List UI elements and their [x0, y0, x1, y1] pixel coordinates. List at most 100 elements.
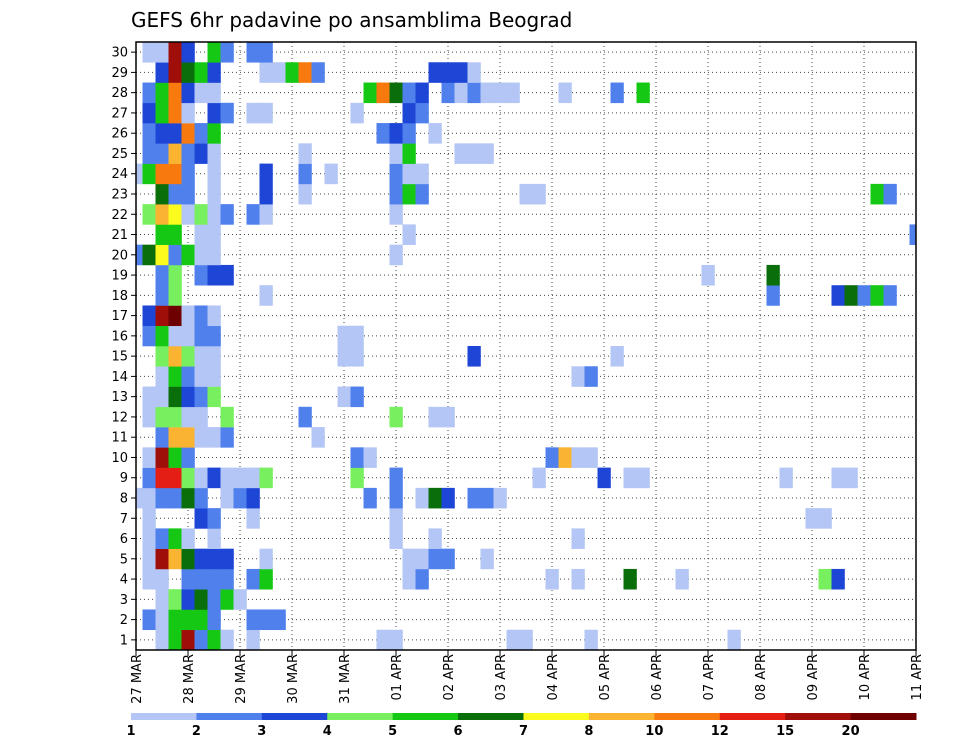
precip-cell [350, 386, 364, 408]
precip-cell [207, 143, 221, 164]
precip-cell [428, 487, 442, 509]
precip-cell [246, 467, 260, 489]
precip-cell [142, 42, 156, 63]
precip-cell [168, 123, 182, 144]
precip-cell [155, 42, 169, 63]
precip-cell [376, 629, 390, 651]
y-tick-label: 28 [111, 86, 128, 101]
y-tick-label: 14 [111, 370, 128, 385]
precip-cell [376, 123, 390, 144]
precip-cell [259, 163, 273, 185]
precip-cell [402, 183, 416, 205]
precip-cell [168, 42, 182, 63]
colorbar-label: 20 [842, 724, 860, 739]
precip-cell [402, 143, 416, 164]
precip-cell [181, 143, 195, 164]
precip-cell [220, 42, 234, 63]
y-tick-label: 23 [111, 188, 128, 203]
precip-cell [220, 629, 234, 651]
precip-cell [389, 406, 403, 428]
precip-cell [155, 224, 169, 245]
precip-cell [168, 406, 182, 428]
x-tick-label: 09 APR [806, 654, 821, 700]
precip-cell [142, 447, 156, 468]
precip-cell [818, 568, 832, 590]
precip-cell [194, 548, 208, 570]
precip-cell [870, 285, 884, 306]
precip-cell [246, 42, 260, 63]
precip-cell [168, 183, 182, 205]
precip-cell [623, 467, 637, 489]
precip-cell [207, 589, 221, 610]
precip-cell [194, 406, 208, 428]
x-tick-label: 11 APR [910, 654, 925, 700]
precip-cell [220, 548, 234, 570]
precip-cell [584, 447, 598, 468]
x-tick-label: 29 MAR [234, 654, 249, 704]
precip-cell [194, 204, 208, 225]
precip-cell [155, 62, 169, 83]
precip-cell [168, 447, 182, 468]
precip-cell [428, 62, 442, 83]
precip-cell [207, 568, 221, 590]
precip-cell [493, 487, 507, 509]
colorbar-label: 1 [126, 724, 135, 739]
precip-cell [220, 102, 234, 124]
precip-cell [259, 62, 273, 83]
precip-cell [311, 62, 325, 83]
precip-cell [142, 406, 156, 428]
precip-cell [727, 629, 741, 651]
colorbar-swatch [850, 713, 917, 720]
precip-cell [220, 467, 234, 489]
colorbar-swatch [261, 713, 328, 720]
precip-cell [259, 467, 273, 489]
precip-cell [298, 163, 312, 185]
precip-cell [233, 467, 247, 489]
precip-cell [311, 427, 325, 448]
plot-frame [135, 41, 917, 651]
precip-cell [194, 123, 208, 144]
precip-cell [350, 346, 364, 367]
x-tick-label: 01 APR [390, 654, 405, 700]
precip-cell [155, 123, 169, 144]
precip-cell [272, 609, 286, 631]
precip-cell [480, 487, 494, 509]
y-tick-label: 26 [111, 127, 128, 142]
precip-cell [389, 629, 403, 651]
precip-cell [168, 427, 182, 448]
x-tick-label: 06 APR [650, 654, 665, 700]
colorbar-label: 10 [645, 724, 663, 739]
x-tick-label: 04 APR [546, 654, 561, 700]
precip-cell [324, 163, 338, 185]
precip-cell [402, 123, 416, 144]
precip-cell [220, 427, 234, 448]
y-tick-label: 18 [111, 289, 128, 304]
precip-cell [181, 82, 195, 104]
precip-cell [519, 629, 533, 651]
y-tick-label: 3 [120, 593, 128, 608]
precip-cell [207, 325, 221, 347]
precip-cell [181, 629, 195, 651]
y-tick-label: 21 [111, 228, 128, 243]
precip-cell [155, 447, 169, 468]
y-tick-label: 27 [111, 106, 128, 121]
precip-cell [805, 508, 819, 529]
precip-cell [181, 366, 195, 387]
precip-cell [181, 528, 195, 549]
precip-cell [155, 629, 169, 651]
precip-cell [415, 487, 429, 509]
colorbar-swatch [327, 713, 394, 720]
precip-cell [766, 264, 780, 286]
precip-cell [168, 163, 182, 185]
precip-cell [571, 528, 585, 549]
precip-cell [207, 82, 221, 104]
y-tick-label: 24 [111, 167, 128, 182]
precip-cell [155, 366, 169, 387]
precip-cell [181, 427, 195, 448]
precip-cell [194, 366, 208, 387]
precip-cell [168, 305, 182, 327]
precip-cell [142, 548, 156, 570]
y-tick-label: 17 [111, 309, 128, 324]
precip-cell [480, 82, 494, 104]
